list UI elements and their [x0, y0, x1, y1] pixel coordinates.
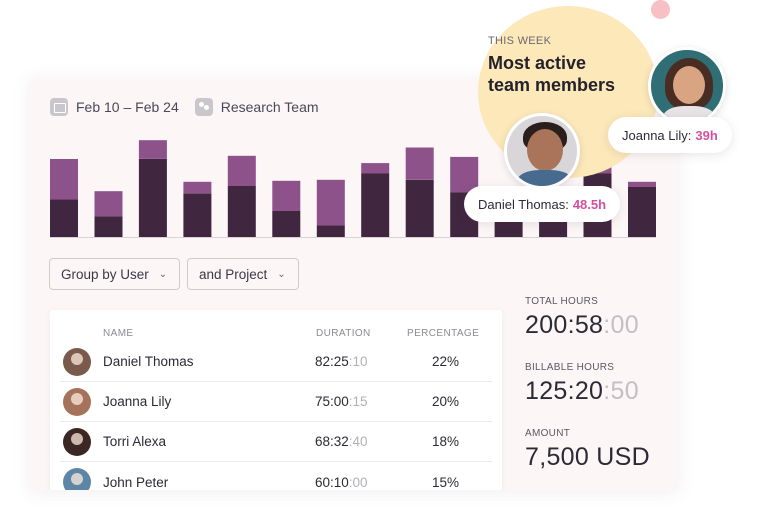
bar-segment-top[interactable] [628, 181, 656, 187]
bar-segment-base[interactable] [50, 199, 78, 239]
member-duration: 60:10:00 [315, 474, 368, 490]
amount-value: 7,500 USD [525, 443, 650, 471]
avatar-joanna-lily [648, 47, 726, 125]
avatar [63, 468, 91, 490]
hours-bar-chart [50, 140, 656, 239]
bar-segment-top[interactable] [94, 191, 123, 217]
bar-segment-base[interactable] [494, 217, 523, 238]
chevron-down-icon: ⌄ [158, 268, 168, 280]
column-header-percentage: PERCENTAGE [407, 328, 480, 339]
group-by-select[interactable]: Group by User ⌄ [49, 258, 181, 290]
bar-segment-base[interactable] [405, 179, 434, 238]
total-hours-label: TOTAL HOURS [525, 296, 599, 307]
daniel-thomas-badge: Daniel Thomas: 48.5h [464, 186, 621, 222]
members-table: NAME DURATION PERCENTAGE Daniel Thomas 8… [50, 310, 502, 490]
member-name: Daniel Thomas [103, 354, 194, 369]
member-duration: 75:00:15 [315, 394, 368, 409]
member-percentage: 22% [432, 354, 460, 369]
bar-segment-base[interactable] [183, 193, 212, 238]
member-name: John Peter [103, 474, 169, 490]
bar-segment-base[interactable] [628, 187, 656, 238]
avatar [63, 387, 91, 416]
table-row[interactable]: John Peter 60:10:00 15% [60, 462, 492, 490]
bar-segment-top[interactable] [361, 163, 390, 174]
member-percentage: 15% [432, 474, 460, 490]
bar-segment-base[interactable] [539, 217, 568, 238]
billable-hours-label: BILLABLE HOURS [525, 362, 615, 373]
bar-segment-top[interactable] [405, 147, 434, 180]
bar-segment-top[interactable] [183, 181, 212, 194]
avatar-daniel-thomas [504, 113, 580, 189]
table-row[interactable]: Torri Alexa 68:32:40 18% [60, 422, 492, 462]
bar-segment-base[interactable] [272, 211, 301, 238]
bar-segment-base[interactable] [227, 186, 256, 238]
team-name[interactable]: Research Team [220, 99, 319, 115]
member-duration: 68:32:40 [315, 434, 368, 449]
joanna-lily-badge: Joanna Lily: 39h [608, 117, 732, 153]
total-hours-value: 200:58:00 [525, 311, 639, 339]
week-label: THIS WEEK [488, 35, 552, 47]
chevron-down-icon: ⌄ [277, 268, 286, 280]
member-duration: 82:25:10 [315, 354, 368, 369]
summary-stats: TOTAL HOURS 200:58:00 BILLABLE HOURS 125… [525, 296, 650, 472]
column-header-duration: DURATION [316, 328, 371, 339]
project-label: and Project [199, 266, 268, 282]
calendar-icon [50, 98, 68, 116]
group-by-label: Group by User [61, 266, 149, 282]
bar-segment-base[interactable] [94, 216, 123, 238]
avatar [63, 427, 91, 456]
decorative-dot [651, 0, 670, 19]
member-name: Joanna Lily [103, 394, 172, 409]
bar-segment-top[interactable] [227, 155, 256, 186]
table-row[interactable]: Joanna Lily 75:00:15 20% [60, 382, 492, 422]
bar-segment-top[interactable] [138, 140, 167, 159]
active-members-title: Most active team members [488, 53, 616, 95]
bar-segment-base[interactable] [316, 225, 345, 239]
member-name: Torri Alexa [103, 434, 167, 449]
billable-hours-value: 125:20:50 [525, 377, 639, 405]
column-header-name: NAME [103, 328, 134, 339]
bar-segment-top[interactable] [50, 159, 78, 200]
bar-segment-base[interactable] [138, 159, 167, 238]
bar-segment-top[interactable] [272, 180, 301, 211]
team-icon [194, 98, 213, 116]
table-row[interactable]: Daniel Thomas 82:25:10 22% [60, 342, 492, 382]
bar-segment-base[interactable] [361, 173, 390, 239]
bar-segment-top[interactable] [450, 156, 479, 193]
member-percentage: 18% [432, 434, 460, 449]
bar-segment-top[interactable] [316, 179, 345, 226]
project-select[interactable]: and Project ⌄ [187, 258, 299, 290]
date-range[interactable]: Feb 10 – Feb 24 [76, 99, 179, 115]
member-percentage: 20% [432, 394, 460, 409]
amount-label: AMOUNT [525, 428, 571, 439]
avatar [63, 347, 91, 376]
report-header: Feb 10 – Feb 24 Research Team [50, 98, 319, 116]
